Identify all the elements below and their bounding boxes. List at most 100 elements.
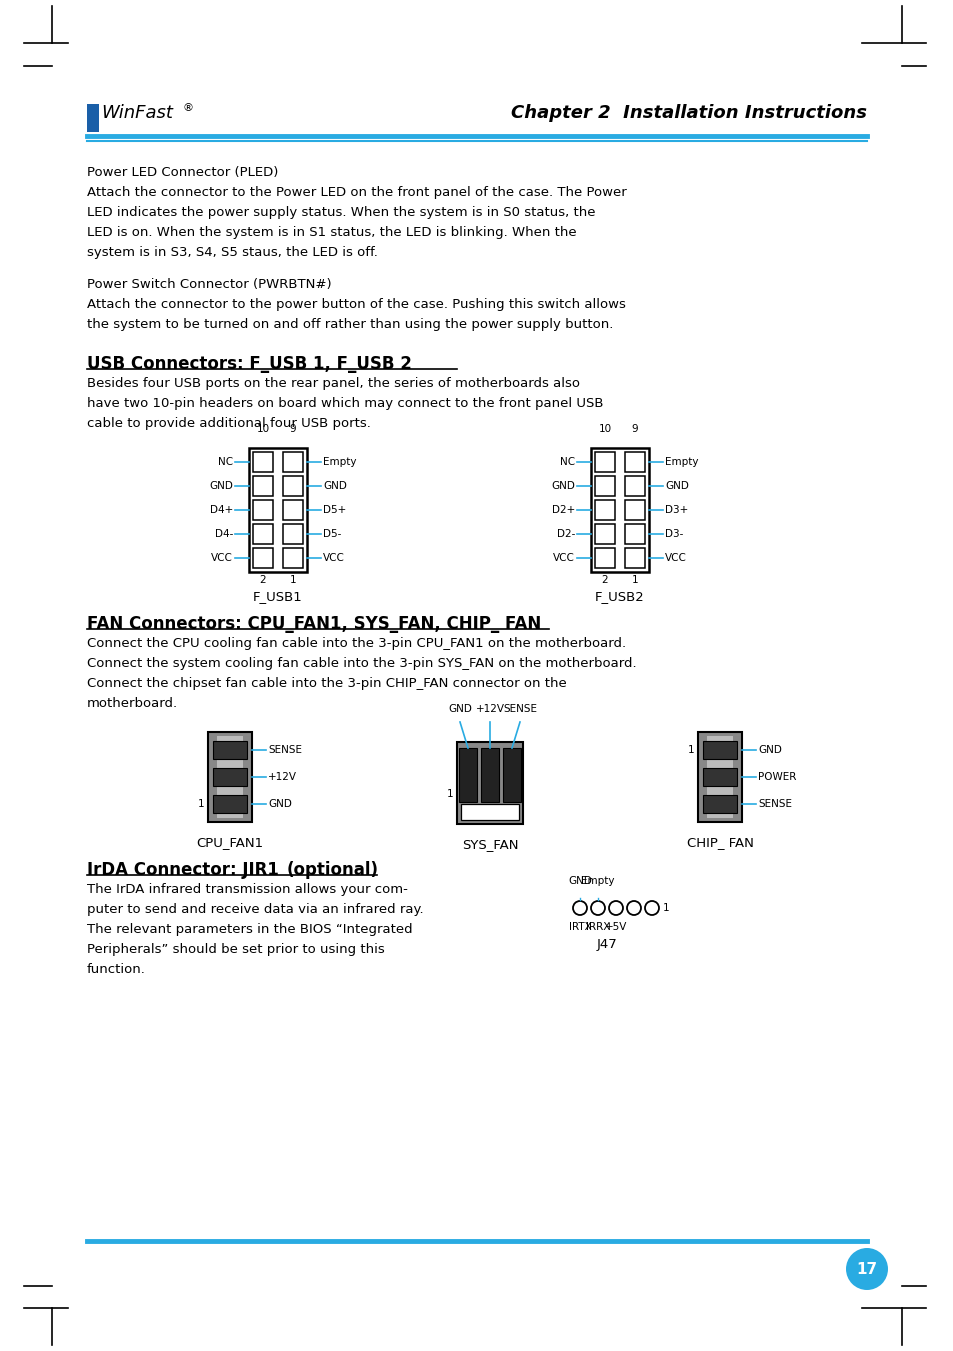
Bar: [460, 804, 518, 820]
Text: The IrDA infrared transmission allows your com-: The IrDA infrared transmission allows yo…: [87, 884, 408, 896]
Text: Peripherals” should be set prior to using this: Peripherals” should be set prior to usin…: [87, 943, 384, 957]
Bar: [706, 736, 732, 817]
Text: IRTX: IRTX: [568, 921, 591, 932]
Text: VCC: VCC: [553, 553, 575, 563]
Circle shape: [608, 901, 622, 915]
Text: Besides four USB ports on the rear panel, the series of motherboards also: Besides four USB ports on the rear panel…: [87, 377, 579, 390]
Text: SENSE: SENSE: [758, 798, 791, 809]
Text: 2: 2: [601, 576, 608, 585]
Text: the system to be turned on and off rather than using the power supply button.: the system to be turned on and off rathe…: [87, 317, 613, 331]
Circle shape: [590, 901, 604, 915]
Text: VCC: VCC: [323, 553, 345, 563]
Text: D3-: D3-: [664, 530, 682, 539]
Bar: [702, 740, 737, 759]
Bar: [590, 449, 648, 571]
Bar: [283, 453, 303, 471]
Bar: [624, 524, 644, 544]
Text: GND: GND: [758, 744, 781, 755]
Text: motherboard.: motherboard.: [87, 697, 178, 711]
Text: SENSE: SENSE: [268, 744, 302, 755]
Text: have two 10-pin headers on board which may connect to the front panel USB: have two 10-pin headers on board which m…: [87, 397, 603, 409]
Text: D2+: D2+: [551, 505, 575, 515]
Text: NC: NC: [217, 457, 233, 467]
Bar: [595, 549, 615, 567]
Text: Attach the connector to the power button of the case. Pushing this switch allows: Attach the connector to the power button…: [87, 299, 625, 311]
Text: D5+: D5+: [323, 505, 346, 515]
Text: Empty: Empty: [323, 457, 356, 467]
Text: The relevant parameters in the BIOS “Integrated: The relevant parameters in the BIOS “Int…: [87, 923, 413, 936]
Text: SENSE: SENSE: [502, 704, 537, 713]
Text: D5-: D5-: [323, 530, 341, 539]
Text: CPU_FAN1: CPU_FAN1: [196, 836, 263, 848]
Bar: [595, 476, 615, 496]
Bar: [208, 732, 252, 821]
Text: D2-: D2-: [556, 530, 575, 539]
Text: GND: GND: [567, 875, 591, 886]
Bar: [283, 500, 303, 520]
Text: (optional): (optional): [287, 861, 378, 880]
Text: 10: 10: [598, 424, 611, 434]
Text: system is in S3, S4, S5 staus, the LED is off.: system is in S3, S4, S5 staus, the LED i…: [87, 246, 377, 259]
Text: F_USB2: F_USB2: [595, 590, 644, 603]
Text: GND: GND: [209, 481, 233, 490]
Bar: [702, 794, 737, 813]
Circle shape: [845, 1248, 887, 1290]
Text: GND: GND: [448, 704, 472, 713]
Text: USB Connectors: F_USB 1, F_USB 2: USB Connectors: F_USB 1, F_USB 2: [87, 355, 412, 373]
Text: 1: 1: [662, 902, 669, 913]
Bar: [283, 476, 303, 496]
Bar: [253, 500, 273, 520]
Bar: [213, 740, 247, 759]
Text: Connect the chipset fan cable into the 3-pin CHIP_FAN connector on the: Connect the chipset fan cable into the 3…: [87, 677, 566, 690]
Bar: [624, 500, 644, 520]
Text: NC: NC: [559, 457, 575, 467]
Text: 17: 17: [856, 1262, 877, 1277]
Text: Empty: Empty: [664, 457, 698, 467]
Text: VCC: VCC: [664, 553, 686, 563]
Bar: [595, 500, 615, 520]
Bar: [283, 524, 303, 544]
Bar: [698, 732, 741, 821]
Bar: [502, 748, 520, 802]
Text: +12V: +12V: [475, 704, 504, 713]
Text: GND: GND: [551, 481, 575, 490]
Circle shape: [573, 901, 586, 915]
Text: Empty: Empty: [580, 875, 614, 886]
Text: GND: GND: [664, 481, 688, 490]
Bar: [253, 524, 273, 544]
Text: FAN Connectors: CPU_FAN1, SYS_FAN, CHIP_ FAN: FAN Connectors: CPU_FAN1, SYS_FAN, CHIP_…: [87, 615, 540, 634]
Bar: [595, 453, 615, 471]
Text: F_USB1: F_USB1: [253, 590, 302, 603]
Bar: [253, 453, 273, 471]
Text: LED indicates the power supply status. When the system is in S0 status, the: LED indicates the power supply status. W…: [87, 205, 595, 219]
Text: 10: 10: [256, 424, 270, 434]
Text: 1: 1: [197, 798, 204, 809]
Bar: [595, 524, 615, 544]
Bar: [702, 767, 737, 786]
Circle shape: [626, 901, 640, 915]
Text: LED is on. When the system is in S1 status, the LED is blinking. When the: LED is on. When the system is in S1 stat…: [87, 226, 576, 239]
Text: puter to send and receive data via an infrared ray.: puter to send and receive data via an in…: [87, 902, 423, 916]
Text: 9: 9: [290, 424, 296, 434]
Text: IrDA Connector: JIR1: IrDA Connector: JIR1: [87, 861, 284, 880]
Circle shape: [644, 901, 659, 915]
Text: GND: GND: [323, 481, 347, 490]
Text: cable to provide additional four USB ports.: cable to provide additional four USB por…: [87, 417, 371, 430]
Text: CHIP_ FAN: CHIP_ FAN: [686, 836, 753, 848]
Text: D3+: D3+: [664, 505, 687, 515]
Text: POWER: POWER: [758, 771, 796, 782]
Bar: [253, 476, 273, 496]
Text: function.: function.: [87, 963, 146, 975]
Text: D4-: D4-: [214, 530, 233, 539]
Text: Chapter 2  Installation Instructions: Chapter 2 Installation Instructions: [511, 104, 866, 122]
Bar: [87, 104, 99, 132]
Bar: [624, 476, 644, 496]
Bar: [213, 794, 247, 813]
Text: ®: ®: [183, 103, 193, 113]
Text: 1: 1: [631, 576, 638, 585]
Text: 2: 2: [259, 576, 266, 585]
Text: 1: 1: [446, 789, 453, 798]
Text: Power LED Connector (PLED): Power LED Connector (PLED): [87, 166, 278, 178]
Bar: [249, 449, 307, 571]
Bar: [283, 549, 303, 567]
